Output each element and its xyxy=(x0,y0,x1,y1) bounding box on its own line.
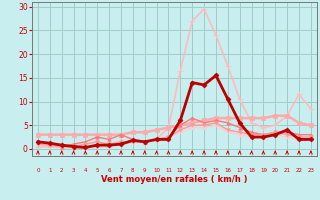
X-axis label: Vent moyen/en rafales ( km/h ): Vent moyen/en rafales ( km/h ) xyxy=(101,175,248,184)
